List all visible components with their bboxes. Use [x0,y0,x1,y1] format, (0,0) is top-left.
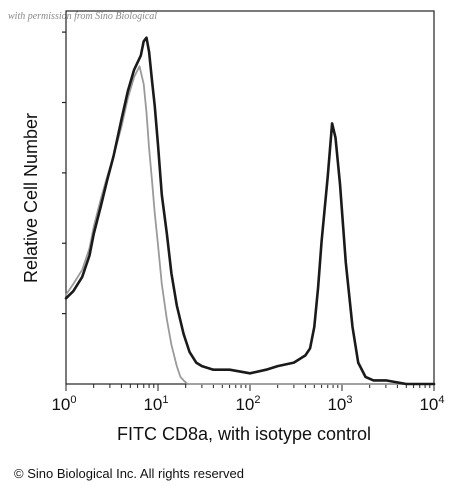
x-tick-label: 104 [419,394,444,414]
plot-frame [65,10,435,385]
x-axis-ticks [65,384,435,391]
y-axis-title: Relative Cell Number [21,113,41,283]
copyright-notice: © Sino Biological Inc. All rights reserv… [14,466,244,481]
x-axis-title: FITC CD8a, with isotype control [117,424,371,444]
x-tick-label: 102 [235,394,260,414]
x-tick-label: 101 [143,394,168,414]
x-tick-label: 103 [327,394,352,414]
sample-histogram-line [64,36,436,386]
watermark: with permission from Sino Biological [8,11,157,22]
x-axis-tick-labels: 100 101 102 103 104 [51,394,444,414]
y-axis-ticks [62,31,66,315]
isotype-histogram-line [65,65,435,385]
x-tick-label: 100 [51,394,76,414]
histogram-series [64,36,436,386]
